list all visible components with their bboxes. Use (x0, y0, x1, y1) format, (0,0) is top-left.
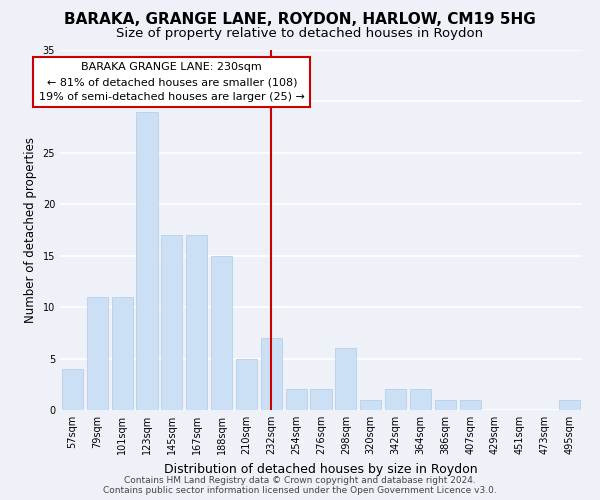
Bar (211, 256, 232, 410)
Bar (460, 400, 481, 410)
Bar (112, 297, 133, 410)
Text: Contains public sector information licensed under the Open Government Licence v3: Contains public sector information licen… (103, 486, 497, 495)
Bar (410, 390, 431, 410)
Bar (87, 297, 108, 410)
Bar (385, 390, 406, 410)
Bar (559, 400, 580, 410)
Bar (136, 112, 158, 410)
Y-axis label: Number of detached properties: Number of detached properties (24, 137, 37, 323)
Text: Contains HM Land Registry data © Crown copyright and database right 2024.: Contains HM Land Registry data © Crown c… (124, 476, 476, 485)
Bar (236, 358, 257, 410)
Bar (360, 400, 381, 410)
Bar (186, 235, 207, 410)
Bar (261, 338, 282, 410)
Bar (62, 369, 83, 410)
Bar (335, 348, 356, 410)
Text: BARAKA GRANGE LANE: 230sqm
← 81% of detached houses are smaller (108)
19% of sem: BARAKA GRANGE LANE: 230sqm ← 81% of deta… (39, 62, 305, 102)
Bar (161, 235, 182, 410)
Bar (310, 390, 332, 410)
Bar (435, 400, 456, 410)
Text: BARAKA, GRANGE LANE, ROYDON, HARLOW, CM19 5HG: BARAKA, GRANGE LANE, ROYDON, HARLOW, CM1… (64, 12, 536, 28)
Bar (286, 390, 307, 410)
Text: Size of property relative to detached houses in Roydon: Size of property relative to detached ho… (116, 28, 484, 40)
X-axis label: Distribution of detached houses by size in Roydon: Distribution of detached houses by size … (164, 462, 478, 475)
